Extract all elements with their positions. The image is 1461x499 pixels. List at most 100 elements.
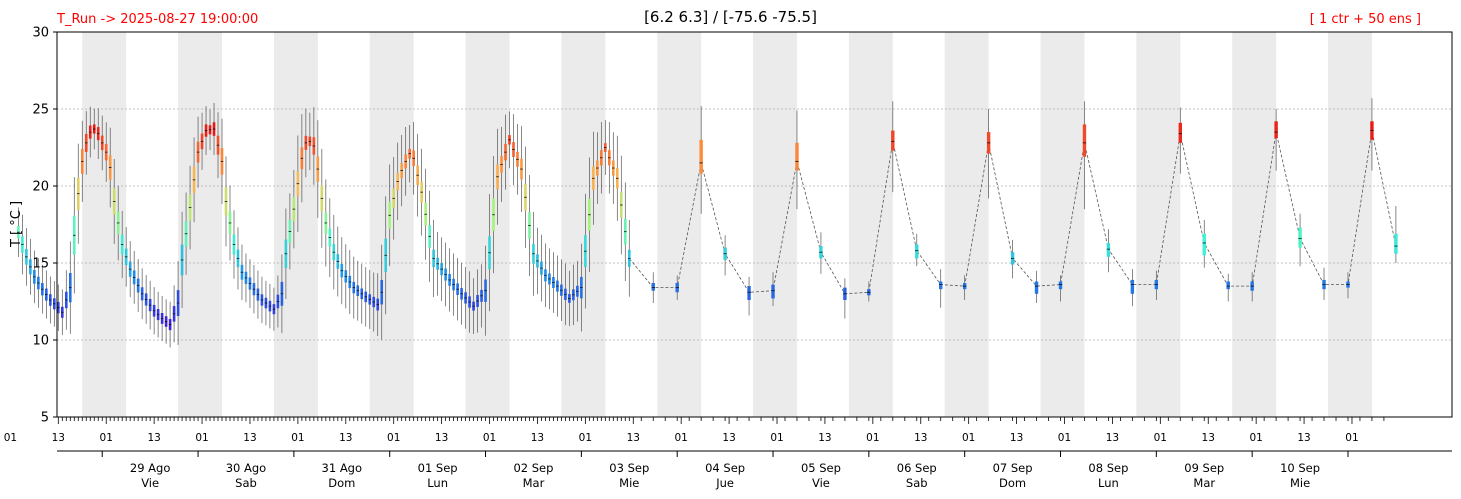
box-whisker xyxy=(536,227,539,295)
box-whisker xyxy=(260,276,264,324)
box-whisker xyxy=(1322,267,1326,300)
box xyxy=(1226,281,1230,290)
box-whisker xyxy=(699,105,703,214)
box-whisker xyxy=(228,185,232,261)
night-band xyxy=(753,32,797,417)
box-whisker xyxy=(488,194,491,312)
box-whisker xyxy=(380,244,384,340)
box-whisker xyxy=(53,280,56,327)
box-whisker xyxy=(120,210,124,279)
hour-tick-label: 01 xyxy=(1058,432,1071,444)
box-whisker xyxy=(136,259,140,313)
box-whisker xyxy=(324,179,328,267)
night-band xyxy=(657,32,702,417)
box-whisker xyxy=(532,211,535,296)
box-whisker xyxy=(404,127,407,196)
box-whisker xyxy=(116,185,120,261)
box-whisker xyxy=(444,242,447,307)
box-whisker xyxy=(468,271,471,333)
box-whisker xyxy=(504,114,507,190)
box-whisker xyxy=(224,156,228,247)
hour-tick-label: 13 xyxy=(1106,432,1119,444)
box-whisker xyxy=(588,157,591,273)
day-weekday-label: Lun xyxy=(427,476,448,490)
box-whisker xyxy=(508,111,511,169)
y-axis-label: T [ °C ] xyxy=(9,201,24,248)
box-whisker xyxy=(84,111,88,175)
box-whisker xyxy=(164,299,168,344)
box-whisker xyxy=(344,244,348,309)
day-date-label: 03 Sep xyxy=(609,461,649,475)
night-band xyxy=(1040,32,1085,417)
y-tick-label: 30 xyxy=(32,26,49,41)
box-whisker xyxy=(795,110,799,210)
box-whisker xyxy=(288,193,292,270)
box-whisker xyxy=(25,227,28,286)
box-whisker xyxy=(360,263,364,324)
box-whisker xyxy=(512,114,515,185)
box-whisker xyxy=(564,263,567,326)
box-whisker xyxy=(962,275,967,300)
day-date-label: 09 Sep xyxy=(1184,461,1224,475)
box-whisker xyxy=(1394,206,1398,263)
day-weekday-label: Mie xyxy=(619,476,639,490)
box xyxy=(1394,233,1398,254)
night-band xyxy=(1136,32,1181,417)
box-whisker xyxy=(320,148,324,248)
hour-tick-label: 13 xyxy=(1202,432,1215,444)
box-whisker xyxy=(819,232,823,274)
box-whisker xyxy=(619,155,623,255)
box xyxy=(651,283,655,291)
day-date-label: 07 Sep xyxy=(993,461,1033,475)
box-whisker xyxy=(416,133,419,217)
y-axis: 5 10 15 20 25 30 xyxy=(32,26,57,426)
box-whisker xyxy=(400,134,403,207)
box-whisker xyxy=(472,278,475,334)
box-whisker xyxy=(264,280,268,326)
box-whisker xyxy=(272,287,276,331)
hour-tick-label: 01 xyxy=(1154,432,1167,444)
day-weekday-label: Vie xyxy=(812,476,830,490)
box-whisker xyxy=(296,135,300,232)
box-whisker xyxy=(76,143,80,244)
box xyxy=(1178,122,1182,143)
day-date-label: 06 Sep xyxy=(897,461,937,475)
night-band xyxy=(944,32,989,417)
box-whisker xyxy=(1034,270,1039,304)
box-whisker xyxy=(436,231,439,296)
box-whisker xyxy=(180,211,184,309)
box-whisker xyxy=(548,248,551,310)
box-whisker xyxy=(544,243,547,308)
box-whisker xyxy=(412,122,415,195)
day-date-label: 02 Sep xyxy=(513,461,553,475)
box-whisker xyxy=(212,102,216,156)
hour-tick-label: 01 xyxy=(674,432,687,444)
day-date-label: 31 Ago xyxy=(322,461,363,475)
box-whisker xyxy=(572,264,575,326)
hour-tick-label: 01 xyxy=(291,432,304,444)
box-whisker xyxy=(528,174,531,277)
box-whisker xyxy=(1106,229,1111,273)
box-whisker xyxy=(1082,101,1087,210)
day-weekday-label: Dom xyxy=(328,476,355,490)
day-date-label: 04 Sep xyxy=(705,461,745,475)
box-whisker xyxy=(37,258,40,308)
box-whisker xyxy=(627,220,631,297)
box-whisker xyxy=(152,287,156,335)
box-whisker xyxy=(392,157,396,240)
hour-tick-label: 01 xyxy=(866,432,879,444)
hour-tick-label: 01 xyxy=(195,432,208,444)
day-date-label: 10 Sep xyxy=(1280,461,1320,475)
box xyxy=(1202,233,1206,256)
box-whisker xyxy=(336,226,340,297)
box xyxy=(1130,279,1135,294)
box-whisker xyxy=(552,252,555,313)
box-whisker xyxy=(29,238,32,295)
box xyxy=(795,142,799,171)
box-whisker xyxy=(280,254,284,334)
box-whisker xyxy=(484,245,487,336)
box-whisker xyxy=(424,168,427,260)
box-whisker xyxy=(464,267,467,329)
box-whisker xyxy=(196,116,200,188)
box-whisker xyxy=(100,115,104,171)
